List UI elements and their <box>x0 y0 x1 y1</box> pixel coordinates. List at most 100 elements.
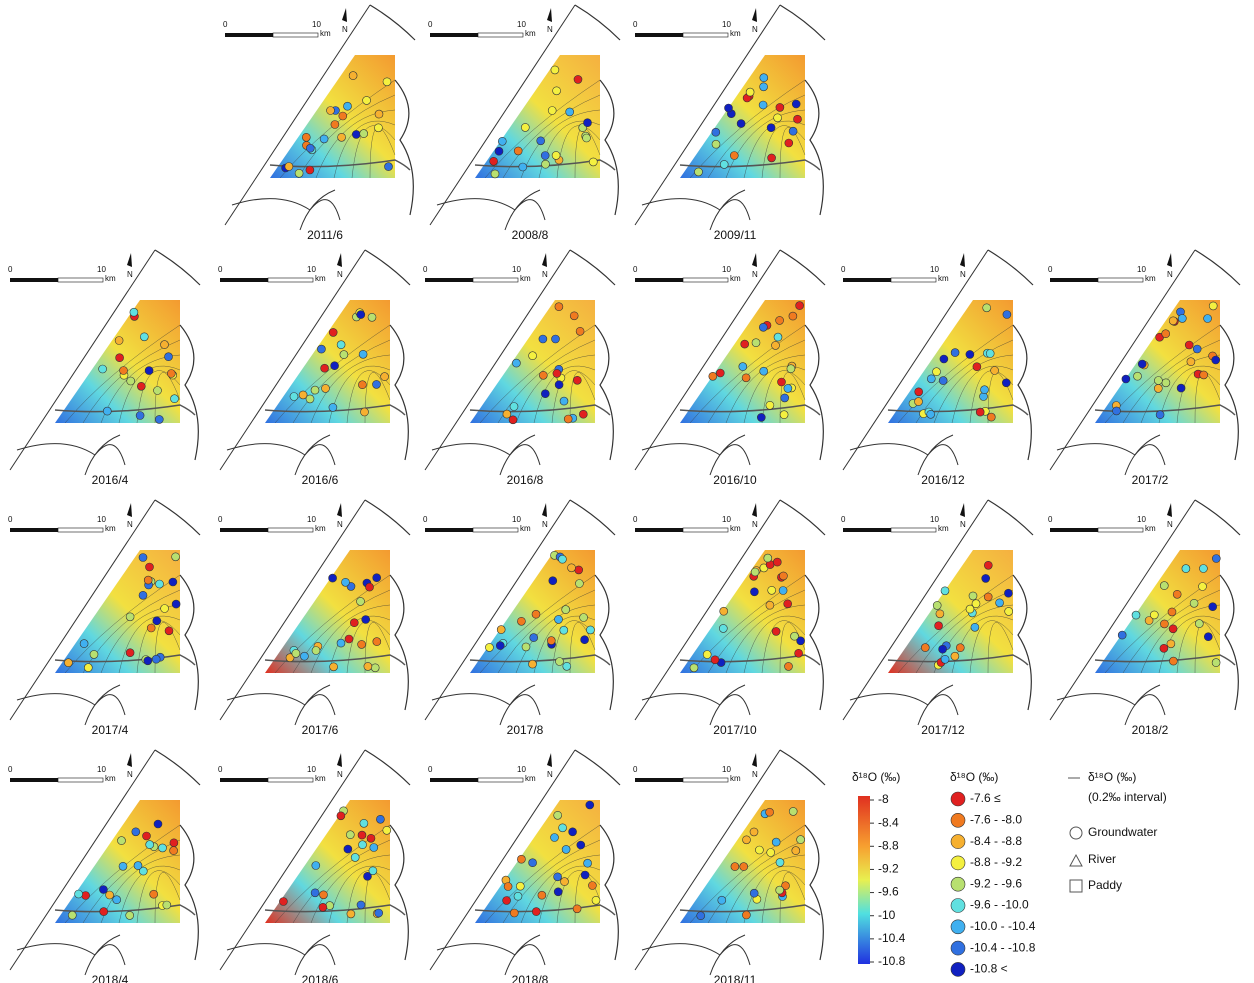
sample-point <box>554 873 562 881</box>
sample-point <box>295 169 303 177</box>
sample-point <box>746 88 754 96</box>
scale-unit: km <box>730 774 741 783</box>
sample-point <box>927 410 935 418</box>
sample-point <box>555 615 563 623</box>
sample-point <box>933 368 941 376</box>
map-panel: 010kmN2009/11 <box>633 5 825 242</box>
scale-end: 10 <box>930 515 939 524</box>
scale-end: 10 <box>722 765 731 774</box>
sample-point <box>68 911 76 919</box>
sample-point <box>373 380 381 388</box>
map-panel: 010kmN2018/2 <box>1048 500 1240 737</box>
sample-point <box>690 664 698 672</box>
sample-point <box>1138 360 1146 368</box>
sample-point <box>330 663 338 671</box>
sample-point <box>1187 358 1195 366</box>
sample-point <box>537 137 545 145</box>
north-arrow <box>752 503 757 517</box>
sample-point <box>757 413 765 421</box>
scale-bar <box>683 528 728 532</box>
coastline <box>17 685 125 725</box>
sample-point <box>935 622 943 630</box>
scale-bar <box>843 528 891 532</box>
sample-point <box>366 583 374 591</box>
sample-point <box>80 640 88 648</box>
sample-point <box>517 855 525 863</box>
sample-point <box>579 410 587 418</box>
sample-point <box>751 568 759 576</box>
sample-point <box>139 554 147 562</box>
sample-point <box>496 642 504 650</box>
sample-point <box>312 862 320 870</box>
class-swatch <box>951 856 965 870</box>
sample-point <box>1193 345 1201 353</box>
class-swatch <box>951 941 965 955</box>
north-arrow <box>1167 253 1172 267</box>
scale-unit: km <box>938 274 949 283</box>
scale-end: 10 <box>307 765 316 774</box>
sample-point <box>360 819 368 827</box>
map-panel: 010kmN2018/8 <box>428 750 620 983</box>
sample-point <box>743 836 751 844</box>
isotope-field <box>475 800 600 923</box>
sample-point <box>1178 314 1186 322</box>
sample-point <box>764 554 772 562</box>
sample-point <box>709 372 717 380</box>
class-label: -7.6 ≤ <box>970 791 1001 805</box>
sample-point <box>362 616 370 624</box>
sample-point <box>320 891 328 899</box>
sample-point <box>350 619 358 627</box>
north-arrow <box>1167 503 1172 517</box>
north-arrow <box>960 503 965 517</box>
sample-point <box>347 910 355 918</box>
sample-point <box>966 605 974 613</box>
sample-point <box>787 365 795 373</box>
sample-point <box>982 574 990 582</box>
class-swatch <box>951 962 965 976</box>
sample-point <box>574 75 582 83</box>
scale-start: 0 <box>428 765 433 774</box>
sample-point <box>697 912 705 920</box>
north-label: N <box>342 25 348 34</box>
sample-point <box>509 416 517 424</box>
sample-point <box>796 302 804 310</box>
scale-bar <box>683 778 728 782</box>
sample-point <box>552 335 560 343</box>
scale-bar <box>635 278 683 282</box>
sample-point <box>750 828 758 836</box>
sample-point <box>797 836 805 844</box>
class-label: -10.4 - -10.8 <box>970 940 1036 954</box>
sample-point <box>115 337 123 345</box>
sample-point <box>167 370 175 378</box>
contour-legend-note: (0.2‰ interval) <box>1088 790 1167 804</box>
isotope-field <box>680 55 805 178</box>
sample-point <box>774 333 782 341</box>
panel-label: 2018/2 <box>1132 723 1169 737</box>
sample-point <box>345 635 353 643</box>
sample-point <box>519 163 527 171</box>
sample-point <box>784 384 792 392</box>
scale-start: 0 <box>1048 515 1053 524</box>
sample-point <box>566 108 574 116</box>
sample-point <box>1156 411 1164 419</box>
sample-point <box>532 610 540 618</box>
panel-label: 2009/11 <box>714 228 757 242</box>
sample-point <box>556 658 564 666</box>
sample-point <box>342 578 350 586</box>
north-label: N <box>127 520 133 529</box>
sample-point <box>562 606 570 614</box>
river-symbol <box>1070 855 1082 866</box>
sample-point <box>306 166 314 174</box>
sample-point <box>103 407 111 415</box>
sample-point <box>760 367 768 375</box>
sample-point <box>541 390 549 398</box>
sample-point <box>568 564 576 572</box>
sample-point <box>1150 611 1158 619</box>
sample-point <box>497 626 505 634</box>
scale-bar <box>473 528 518 532</box>
sample-point <box>340 351 348 359</box>
sample-point <box>302 133 310 141</box>
panel-label: 2016/4 <box>92 473 129 487</box>
sample-point <box>331 362 339 370</box>
